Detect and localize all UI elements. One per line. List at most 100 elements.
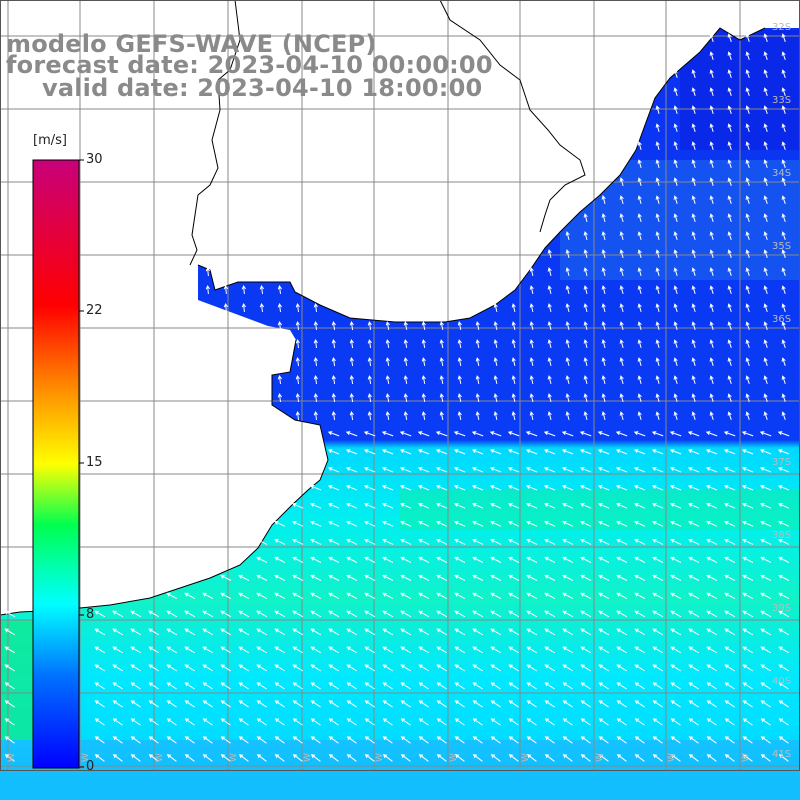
wind-arrow — [454, 646, 465, 654]
wind-arrow — [436, 556, 448, 563]
wind-arrow — [130, 754, 141, 762]
wind-arrow — [436, 628, 448, 636]
wind-arrow — [727, 33, 732, 42]
wind-arrow — [598, 646, 609, 654]
wind-arrow — [781, 357, 786, 366]
wind-arrow — [490, 646, 501, 654]
lat-label: 33S — [772, 95, 791, 106]
wind-arrow — [489, 431, 502, 437]
wind-arrow — [670, 610, 682, 618]
wind-arrow — [511, 339, 516, 349]
wind-arrow — [363, 449, 376, 455]
wind-arrow — [691, 69, 696, 78]
wind-arrow — [220, 628, 232, 636]
wind-arrow — [763, 393, 768, 402]
wind-arrow — [457, 339, 462, 349]
wind-arrow — [781, 159, 786, 168]
wind-arrow — [328, 700, 339, 708]
wind-arrow — [655, 375, 660, 384]
wind-arrow — [274, 646, 285, 654]
wind-arrow — [544, 754, 555, 762]
wind-arrow — [382, 538, 394, 545]
wind-arrow — [616, 503, 628, 509]
wind-arrow — [439, 411, 444, 421]
lon-label: W — [229, 753, 239, 762]
wind-arrow — [706, 592, 718, 600]
wind-arrow — [745, 267, 750, 276]
wind-arrow — [709, 303, 714, 312]
wind-arrow — [385, 321, 390, 330]
wind-arrow — [706, 628, 718, 636]
wind-arrow — [673, 105, 678, 114]
wind-arrow — [709, 159, 714, 168]
wind-arrow — [274, 610, 286, 618]
wind-arrow — [724, 628, 736, 636]
wind-arrow — [511, 303, 516, 313]
wind-arrow — [615, 467, 628, 473]
wind-arrow — [601, 357, 606, 367]
wind-arrow — [418, 646, 429, 654]
wind-arrow — [619, 393, 624, 403]
wind-arrow — [763, 87, 768, 96]
wind-arrow — [310, 521, 322, 527]
wind-arrow — [454, 628, 466, 636]
wind-arrow — [579, 449, 592, 455]
wind-arrow — [687, 485, 700, 491]
colorbar-tick-label: 15 — [86, 455, 103, 470]
wind-arrow — [328, 610, 340, 618]
wind-arrow — [598, 574, 610, 581]
wind-arrow — [777, 449, 790, 455]
wind-arrow — [670, 556, 682, 563]
wind-arrow — [634, 754, 645, 762]
wind-arrow — [256, 700, 267, 708]
wind-arrow — [529, 267, 534, 277]
wind-arrow — [615, 431, 628, 437]
wind-arrow — [760, 574, 772, 581]
wind-arrow — [565, 285, 570, 295]
wind-arrow — [691, 141, 696, 150]
wind-arrow — [637, 231, 642, 240]
wind-arrow — [724, 682, 735, 690]
wind-arrow — [727, 177, 732, 186]
wind-arrow — [562, 592, 574, 600]
wind-arrow — [364, 682, 375, 690]
wind-arrow — [706, 610, 718, 618]
wind-arrow — [724, 754, 735, 762]
wind-arrow — [490, 664, 501, 672]
wind-arrow — [741, 449, 754, 455]
wind-arrow — [346, 682, 357, 690]
wind-arrow — [511, 357, 516, 367]
wind-arrow — [471, 431, 484, 437]
lat-label: 37S — [772, 457, 791, 468]
wind-arrow — [741, 485, 754, 491]
wind-arrow — [616, 718, 627, 726]
wind-arrow — [439, 375, 444, 385]
wind-arrow — [526, 628, 538, 636]
wind-arrow — [112, 628, 124, 636]
wind-arrow — [777, 467, 790, 473]
lon-label: W — [81, 753, 91, 762]
wind-arrow — [759, 449, 772, 455]
wind-arrow — [327, 485, 340, 491]
wind-arrow — [688, 556, 700, 563]
wind-arrow — [421, 321, 426, 330]
wind-arrow — [112, 646, 123, 654]
wind-arrow — [328, 646, 339, 654]
wind-arrow — [220, 664, 231, 672]
wind-arrow — [435, 449, 448, 455]
wind-arrow — [256, 556, 268, 563]
wind-arrow — [454, 503, 466, 509]
wind-arrow — [781, 267, 786, 276]
wind-arrow — [382, 628, 394, 636]
wind-arrow — [202, 736, 213, 744]
wind-arrow — [763, 123, 768, 132]
wind-arrow — [457, 357, 462, 367]
wind-arrow — [274, 700, 285, 708]
wind-arrow — [616, 556, 628, 563]
wind-arrow — [619, 321, 624, 331]
wind-arrow — [364, 610, 376, 618]
wind-arrow — [526, 574, 538, 581]
wind-arrow — [544, 556, 556, 563]
wind-arrow — [781, 141, 786, 150]
wind-arrow — [727, 123, 732, 132]
